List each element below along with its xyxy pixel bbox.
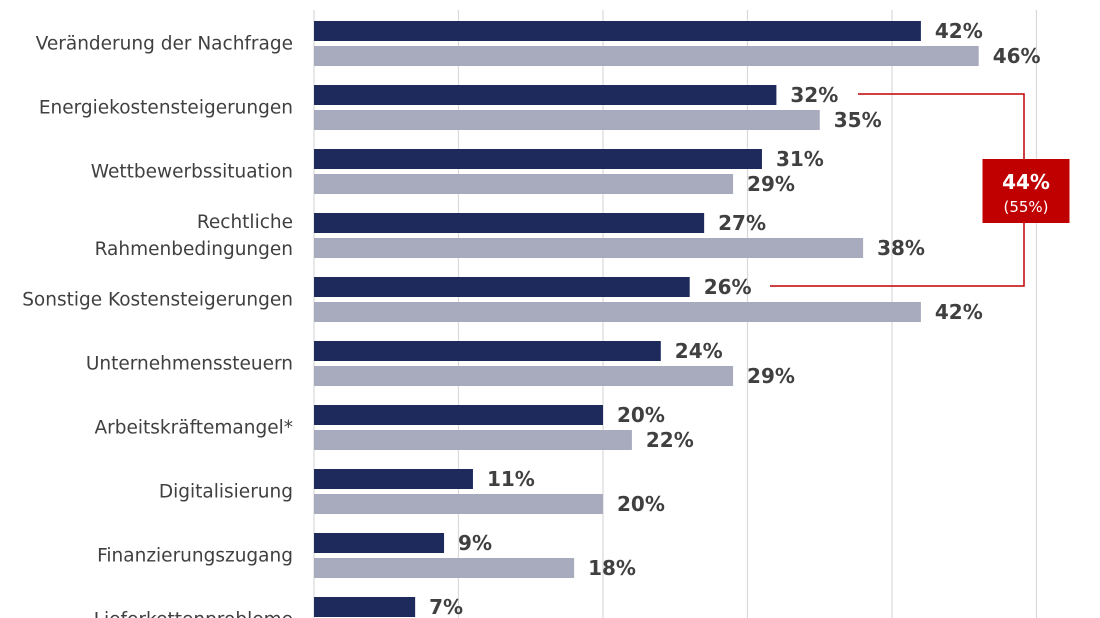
category-label: Rechtliche Rahmenbedingungen bbox=[95, 212, 293, 260]
data-label: 38% bbox=[877, 236, 925, 260]
data-label: 35% bbox=[834, 108, 882, 132]
data-label: 27% bbox=[718, 211, 766, 235]
category-label: Finanzierungszugang bbox=[97, 546, 293, 567]
bars bbox=[314, 21, 979, 617]
data-label: 11% bbox=[487, 467, 535, 491]
data-label: 46% bbox=[993, 44, 1041, 68]
category-label: Veränderung der Nachfrage bbox=[36, 34, 293, 55]
data-label: 26% bbox=[704, 275, 752, 299]
data-label: 24% bbox=[675, 339, 723, 363]
category-label: Energiekostensteigerungen bbox=[39, 98, 293, 119]
bar bbox=[314, 238, 864, 258]
data-label: 32% bbox=[790, 83, 838, 107]
data-label: 42% bbox=[935, 19, 983, 43]
callout-value: 44% bbox=[1002, 170, 1050, 194]
data-label: 22% bbox=[646, 428, 694, 452]
data-label: 31% bbox=[776, 147, 824, 171]
bar bbox=[314, 46, 979, 66]
data-label: 29% bbox=[747, 172, 795, 196]
callout: 44% (55%) bbox=[770, 93, 1070, 287]
data-label: 9% bbox=[458, 531, 492, 555]
bar bbox=[314, 277, 690, 297]
bar bbox=[314, 174, 734, 194]
bar bbox=[314, 469, 473, 489]
bar bbox=[314, 110, 820, 130]
bar bbox=[314, 405, 603, 425]
data-label: 29% bbox=[747, 364, 795, 388]
bar bbox=[314, 558, 575, 578]
bar bbox=[314, 302, 921, 322]
bar bbox=[314, 494, 603, 514]
data-label: 7% bbox=[429, 595, 463, 618]
bar bbox=[314, 533, 445, 553]
bar bbox=[314, 430, 632, 450]
bar bbox=[314, 341, 661, 361]
data-label: 20% bbox=[617, 403, 665, 427]
bar bbox=[314, 597, 416, 617]
bar bbox=[314, 213, 705, 233]
category-label: Lieferkettenprobleme bbox=[94, 610, 293, 618]
category-label: Arbeitskräftemangel* bbox=[95, 418, 294, 439]
labels: 42% 32% 31% 27% 26% 24% 20% 11% 9% 7% 46% 35% 29% 38%… bbox=[22, 19, 1040, 618]
data-label: 42% bbox=[935, 300, 983, 324]
category-label: Wettbewerbssituation bbox=[91, 162, 293, 183]
callout-box bbox=[982, 159, 1070, 223]
category-label: Sonstige Kostensteigerungen bbox=[22, 290, 293, 311]
category-label: Unternehmenssteuern bbox=[86, 354, 293, 375]
bar bbox=[314, 85, 777, 105]
bar bbox=[314, 366, 734, 386]
data-label: 20% bbox=[617, 492, 665, 516]
callout-subvalue: (55%) bbox=[1003, 198, 1048, 216]
data-label: 18% bbox=[588, 556, 636, 580]
bar bbox=[314, 21, 921, 41]
bar bbox=[314, 149, 762, 169]
category-label: Digitalisierung bbox=[159, 482, 293, 503]
